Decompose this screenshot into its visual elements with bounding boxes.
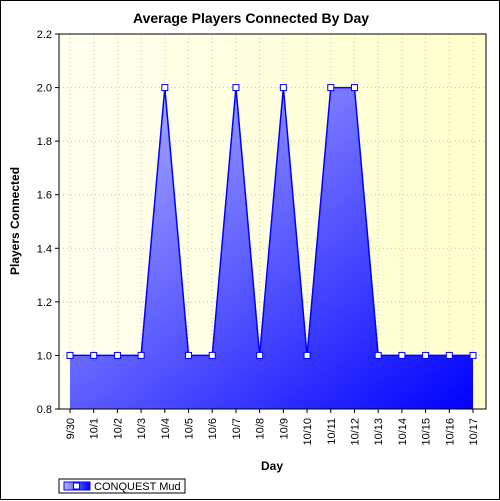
series-markers: [66, 84, 477, 359]
data-point-marker: [422, 351, 430, 359]
legend: CONQUEST Mud: [58, 478, 186, 494]
data-point-marker: [469, 351, 477, 359]
y-tick-label: 1.0: [37, 350, 52, 362]
x-tick-label: 10/7: [231, 418, 243, 439]
x-tick-label: 10/15: [421, 418, 433, 446]
data-point-marker: [66, 351, 74, 359]
series-line: [70, 86, 473, 357]
y-tick-label: 2.0: [37, 83, 52, 95]
y-tick-label: 1.6: [37, 190, 52, 202]
y-tick-label: 1.4: [37, 243, 52, 255]
x-tick-label: 10/3: [136, 418, 148, 439]
data-point-marker: [445, 351, 453, 359]
x-tick-label: 10/13: [373, 418, 385, 446]
data-point-marker: [256, 351, 264, 359]
y-axis: 0.8 1.0 1.2 1.4 1.6 1.8 2.0 2.2: [37, 29, 59, 416]
data-point-marker: [208, 351, 216, 359]
data-point-marker: [327, 84, 335, 92]
data-point-marker: [398, 351, 406, 359]
data-point-marker: [279, 84, 287, 92]
x-tick-label: 10/16: [444, 418, 456, 446]
series-area: [70, 87, 473, 410]
y-tick-label: 0.8: [37, 404, 52, 416]
legend-marker: [73, 482, 80, 490]
x-tick-label: 10/8: [255, 418, 267, 439]
data-point-marker: [232, 84, 240, 92]
y-axis-title: Players Connected: [8, 167, 22, 275]
legend-label: CONQUEST Mud: [94, 481, 181, 493]
x-tick-label: 9/30: [65, 418, 77, 439]
x-tick-label: 10/2: [112, 418, 124, 439]
x-tick-label: 10/9: [278, 418, 290, 439]
plot-border: [58, 33, 487, 410]
x-axis-title: Day: [261, 459, 283, 473]
x-tick-label: 10/12: [349, 418, 361, 446]
y-tick-label: 1.2: [37, 297, 52, 309]
data-point-marker: [113, 351, 121, 359]
x-axis: 9/30 10/1 10/2 10/3 10/4 10/5 10/6 10/7 10/8 10/9…: [65, 409, 480, 446]
x-tick-label: 10/4: [160, 418, 172, 439]
chart-title: Average Players Connected By Day: [133, 10, 369, 26]
y-tick-label: 1.8: [37, 136, 52, 148]
data-point-marker: [303, 351, 311, 359]
data-point-marker: [90, 351, 98, 359]
data-point-marker: [137, 351, 145, 359]
x-tick-label: 10/14: [397, 418, 409, 446]
data-point-marker: [161, 84, 169, 92]
x-tick-label: 10/1: [89, 418, 101, 439]
x-tick-label: 10/10: [302, 418, 314, 446]
x-tick-label: 10/11: [326, 418, 338, 445]
x-tick-label: 10/5: [184, 418, 196, 439]
data-point-marker: [350, 84, 358, 92]
x-tick-label: 10/6: [207, 418, 219, 439]
x-tick-label: 10/17: [468, 418, 480, 446]
data-point-marker: [374, 351, 382, 359]
y-tick-label: 2.2: [37, 29, 52, 41]
data-point-marker: [185, 351, 193, 359]
